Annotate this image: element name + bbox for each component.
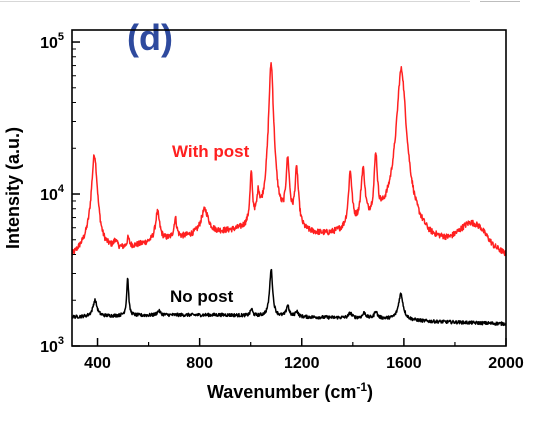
series-label-no-post: No post	[170, 287, 234, 306]
y-tick-label: 104	[40, 183, 65, 204]
x-axis-title-end: )	[367, 382, 373, 402]
plot-frame	[71, 29, 507, 347]
y-tick-exponent: 4	[58, 183, 65, 195]
y-tick-label: 103	[40, 335, 64, 356]
x-tick-label: 2000	[488, 355, 524, 372]
series-layer	[71, 62, 507, 327]
y-tick-exponent: 3	[58, 335, 64, 347]
x-axis-title-sup: -1	[356, 380, 367, 394]
x-tick-label: 1200	[284, 355, 320, 372]
y-tick-label: 105	[40, 31, 64, 52]
x-tick-label: 800	[186, 355, 213, 372]
series-label-with-post: With post	[172, 142, 250, 161]
x-axis-title-main: Wavenumber (cm	[207, 382, 356, 402]
y-tick-base: 10	[40, 339, 58, 356]
x-tick-label: 400	[84, 355, 111, 372]
y-tick-base: 10	[40, 187, 58, 204]
series-line-with-post	[71, 62, 507, 257]
series-line-no-post	[71, 268, 507, 327]
x-axis-title: Wavenumber (cm-1)	[207, 380, 373, 402]
top-border	[0, 0, 533, 3]
x-tick-label: 1600	[386, 355, 422, 372]
y-tick-base: 10	[40, 35, 58, 52]
panel-label: (d)	[127, 17, 173, 58]
y-axis-title: Intensity (a.u.)	[3, 127, 23, 249]
y-tick-exponent: 5	[58, 31, 64, 43]
